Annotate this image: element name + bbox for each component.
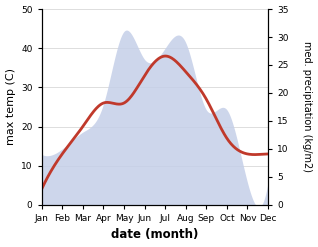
Y-axis label: max temp (C): max temp (C): [5, 68, 16, 145]
Y-axis label: med. precipitation (kg/m2): med. precipitation (kg/m2): [302, 41, 313, 172]
X-axis label: date (month): date (month): [111, 228, 198, 242]
